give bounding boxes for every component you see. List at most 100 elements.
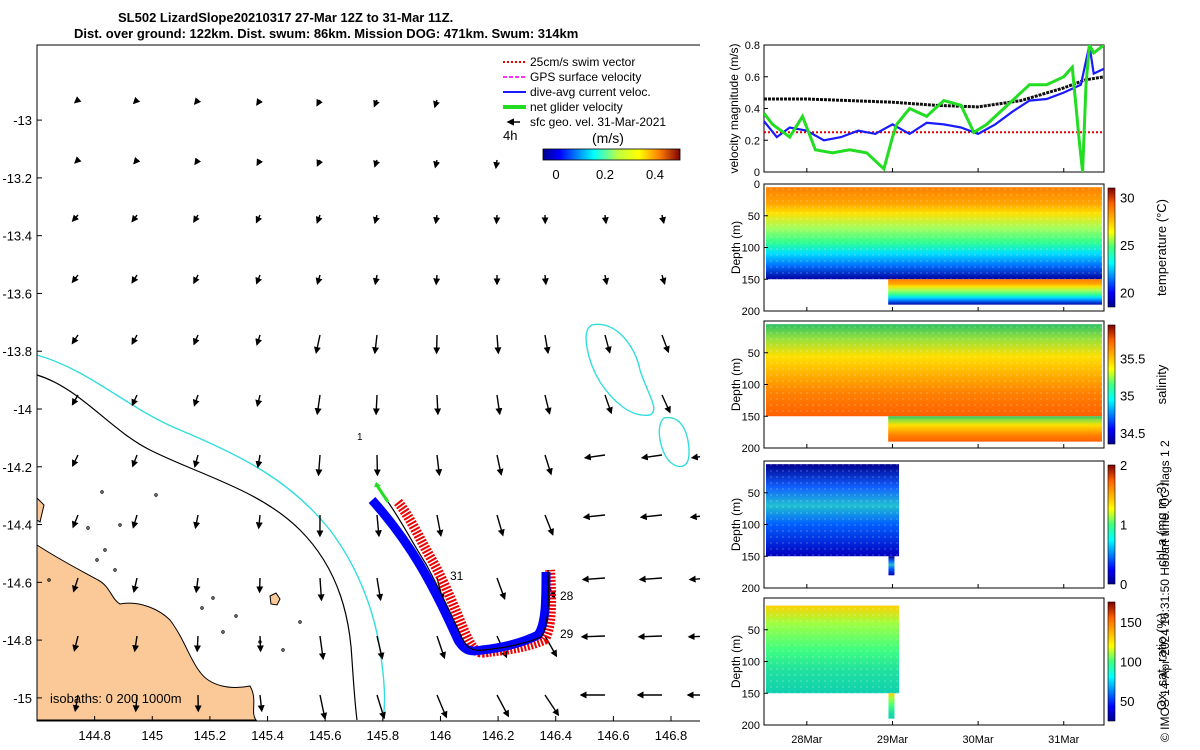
velocity-arrow bbox=[194, 157, 202, 166]
map-x-tick-label: 144.8 bbox=[78, 728, 111, 743]
velocity-arrow bbox=[582, 513, 606, 521]
colorbar-tick: 0.2 bbox=[596, 167, 614, 182]
map-legend: 25cm/s swim vector GPS surface velocity … bbox=[503, 55, 666, 129]
velocity-arrow bbox=[604, 394, 613, 415]
velocity-arrow bbox=[604, 334, 612, 354]
colorbar-label: salinity bbox=[1154, 364, 1169, 404]
depth-axis-label: Depth (m) bbox=[729, 635, 743, 688]
map-y-tick-label: -13.4 bbox=[2, 229, 32, 244]
colorbar-tick: 0.4 bbox=[646, 167, 664, 182]
colorbar-label: Ox. sat. ratio (%) bbox=[1154, 613, 1169, 711]
colorbar-tick-label: 0 bbox=[1120, 577, 1127, 592]
time-tick-label: 31Mar bbox=[1048, 734, 1080, 746]
velocity-arrow bbox=[192, 454, 200, 468]
title-line-1: SL502 LizardSlope20210317 27-Mar 12Z to … bbox=[118, 10, 454, 25]
map-x-tick-label: 145.8 bbox=[367, 728, 400, 743]
velocity-arrow bbox=[372, 274, 380, 286]
velocity-arrow bbox=[193, 274, 200, 285]
colorbar-tick-label: 100 bbox=[1120, 655, 1142, 670]
track-day-label: 1 bbox=[357, 432, 363, 443]
velocity-arrow bbox=[373, 159, 380, 168]
velocity-arrow bbox=[583, 453, 606, 461]
legend-label: 25cm/s swim vector bbox=[530, 55, 635, 69]
net-glider-velocity-vector bbox=[374, 483, 390, 503]
colorbar-units: (m/s) bbox=[592, 130, 624, 146]
velocity-arrow bbox=[436, 514, 444, 538]
map-x-tick-label: 146.6 bbox=[597, 728, 630, 743]
land-mass bbox=[36, 544, 257, 721]
velocity-arrow bbox=[316, 98, 323, 107]
depth-axis-label: Depth (m) bbox=[729, 498, 743, 551]
depth-axis-label: Depth (m) bbox=[729, 358, 743, 411]
velocity-arrow bbox=[640, 453, 663, 461]
velocity-magnitude-panel: 0 0.2 0.4 0.6 0.8 velocity magnitude (m/s) bbox=[727, 40, 1105, 179]
velocity-arrow bbox=[496, 514, 505, 537]
legend-label: sfc geo. vel. 31-Mar-2021 bbox=[530, 115, 666, 129]
velocity-arrow bbox=[319, 694, 328, 720]
velocity-arrow bbox=[374, 514, 382, 538]
colorbar-tick-label: 150 bbox=[1120, 615, 1142, 630]
depth-tick-label: 50 bbox=[748, 488, 760, 500]
velocity-arrow bbox=[373, 99, 380, 108]
reef-specks bbox=[47, 490, 302, 652]
map-y-tick-label: -14.8 bbox=[2, 633, 32, 648]
velocity-arrow bbox=[373, 214, 380, 225]
heatmap-deep-profile bbox=[888, 556, 895, 576]
heatmap-sample-texture bbox=[766, 464, 900, 557]
velocity-y-tick-label: 0.8 bbox=[745, 40, 760, 52]
velocity-arrow bbox=[193, 635, 201, 653]
track-day-label: 28 bbox=[560, 589, 574, 603]
time-axis: 28Mar 29Mar 30Mar 31Mar bbox=[791, 168, 1080, 746]
velocity-arrow bbox=[315, 454, 323, 477]
map-ticks: 144.8 145 145.2 145.4 145.6 145.8 146 146.2 146.… bbox=[2, 113, 687, 743]
velocity-arrow bbox=[71, 514, 79, 529]
map-y-tick-label: -14.6 bbox=[2, 575, 32, 590]
velocity-arrow bbox=[544, 394, 552, 415]
depth-tick-label: 100 bbox=[742, 243, 760, 255]
depth-tick-label: 100 bbox=[742, 380, 760, 392]
velocity-arrow bbox=[659, 214, 666, 225]
depth-tick-label: 200 bbox=[742, 306, 760, 318]
velocity-arrow bbox=[255, 274, 262, 285]
velocity-arrow bbox=[256, 98, 263, 106]
depth-tick-label: 200 bbox=[742, 443, 760, 455]
velocity-arrow bbox=[436, 694, 448, 719]
velocity-arrow bbox=[256, 635, 264, 653]
velocity-arrow bbox=[132, 96, 141, 105]
velocity-arrow bbox=[314, 394, 322, 416]
velocity-arrow bbox=[315, 274, 323, 285]
island bbox=[269, 592, 281, 606]
velocity-arrow bbox=[255, 214, 263, 224]
velocity-arrow bbox=[435, 454, 443, 477]
speed-colorbar bbox=[542, 148, 681, 161]
velocity-arrow bbox=[193, 214, 200, 224]
heatmap-panel: 50 100 150 200 Depth (m) 34.5 35 35.5 salinity bbox=[729, 320, 1169, 455]
velocity-arrow bbox=[496, 694, 509, 718]
map-y-tick-label: -13.8 bbox=[2, 344, 32, 359]
depth-tick-label: 50 bbox=[748, 211, 760, 223]
velocity-arrow bbox=[376, 635, 385, 660]
velocity-arrow bbox=[494, 334, 502, 355]
velocity-arrow bbox=[544, 454, 553, 476]
velocity-arrow bbox=[256, 158, 264, 167]
velocity-arrow bbox=[131, 334, 138, 346]
velocity-arrow bbox=[131, 214, 139, 223]
velocity-arrow bbox=[316, 159, 323, 167]
depth-tick-label: 150 bbox=[742, 274, 760, 286]
velocity-arrow bbox=[133, 156, 141, 165]
colorbar-tick-label: 20 bbox=[1120, 286, 1134, 301]
velocity-arrow bbox=[71, 214, 79, 222]
time-tick-label: 30Mar bbox=[963, 734, 995, 746]
velocity-arrow bbox=[602, 274, 610, 286]
velocity-series-line bbox=[764, 45, 1104, 142]
colorbar-tick-label: 30 bbox=[1120, 191, 1134, 206]
velocity-arrow bbox=[581, 575, 606, 583]
velocity-arrow bbox=[544, 694, 560, 717]
map-x-tick-label: 146.4 bbox=[539, 728, 572, 743]
velocity-arrow bbox=[72, 577, 79, 593]
velocity-arrow bbox=[688, 575, 700, 583]
velocity-arrow bbox=[496, 577, 506, 600]
velocity-arrow bbox=[689, 513, 700, 521]
